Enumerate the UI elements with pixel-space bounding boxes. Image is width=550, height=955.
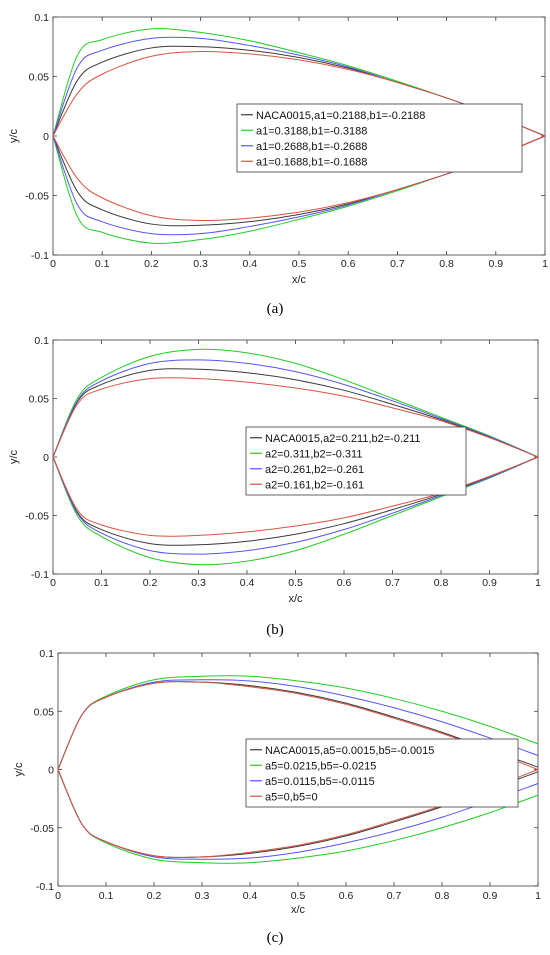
y-tick-label: 0.1 bbox=[34, 335, 49, 347]
legend-entry: a1=0.2688,b1=-0.2688 bbox=[256, 141, 367, 153]
x-tick-label: 0.7 bbox=[390, 258, 405, 270]
legend-entry: NACA0015,a1=0.2188,b1=-0.2188 bbox=[256, 110, 425, 122]
legend-box bbox=[236, 103, 523, 173]
series-upper-line bbox=[52, 368, 539, 458]
x-tick-label: 0.2 bbox=[143, 577, 158, 589]
chart-a-svg: 0 0.1 0.2 0.3 0.4 0.5 0.6 0.7 0.8 0.9 10.10.050-0.… bbox=[8, 12, 548, 286]
x-tick-label: 0.1 bbox=[99, 890, 114, 902]
x-tick-label: 0.6 bbox=[339, 890, 354, 902]
x-tick-label: 0.1 bbox=[95, 258, 110, 270]
y-tick-label: -0.05 bbox=[30, 823, 54, 835]
x-tick-label: 0.7 bbox=[387, 890, 402, 902]
x-tick-label: 0.1 bbox=[94, 577, 109, 589]
x-tick-label: 0.8 bbox=[439, 258, 454, 270]
chart-c-svg: 0 0.1 0.2 0.3 0.4 0.5 0.6 0.7 0.8 0.9 10.10.050-0.… bbox=[13, 648, 541, 916]
y-axis-label: y/c bbox=[8, 128, 20, 143]
x-tick-label: 0.7 bbox=[385, 577, 400, 589]
x-tick-label: 0.4 bbox=[243, 890, 258, 902]
y-tick-label: 0.05 bbox=[29, 72, 50, 84]
y-tick-label: -0.1 bbox=[31, 250, 49, 262]
x-tick-label: 0.3 bbox=[195, 890, 210, 902]
x-tick-label: 0.5 bbox=[291, 890, 306, 902]
y-tick-label: -0.1 bbox=[31, 569, 49, 581]
y-tick-label: 0.05 bbox=[34, 706, 55, 718]
x-tick-label: 0.3 bbox=[193, 258, 208, 270]
caption-a: (a) bbox=[266, 301, 284, 317]
x-tick-label: 0 bbox=[50, 577, 56, 589]
y-tick-label: 0.1 bbox=[39, 648, 54, 660]
x-tick-label: 0.9 bbox=[483, 890, 498, 902]
x-tick-label: 0.8 bbox=[435, 890, 450, 902]
legend-box bbox=[245, 426, 467, 496]
legend-entry: a1=0.3188,b1=-0.3188 bbox=[256, 125, 367, 137]
y-tick-label: 0 bbox=[43, 131, 49, 143]
chart-b-svg: 0 0.1 0.2 0.3 0.4 0.5 0.6 0.7 0.8 0.9 10.10.050-0.… bbox=[8, 335, 541, 605]
x-tick-label: 0.4 bbox=[242, 258, 257, 270]
x-axis-label: x/c bbox=[288, 593, 303, 605]
y-tick-label: -0.05 bbox=[25, 191, 49, 203]
x-tick-label: 0.2 bbox=[144, 258, 159, 270]
x-tick-label: 0.6 bbox=[337, 577, 352, 589]
legend-entry: NACA0015,a5=0.0015,b5=-0.0015 bbox=[265, 745, 434, 757]
x-axis-label: x/c bbox=[292, 274, 307, 286]
y-tick-label: 0.05 bbox=[29, 394, 50, 406]
legend-entry: a2=0.311,b2=-0.311 bbox=[265, 448, 362, 460]
x-tick-label: 1 bbox=[535, 890, 541, 902]
x-tick-label: 0.2 bbox=[147, 890, 162, 902]
series-upper-line bbox=[57, 675, 539, 770]
x-tick-label: 0.5 bbox=[288, 577, 303, 589]
series-lower-line bbox=[57, 769, 539, 864]
y-tick-label: -0.05 bbox=[25, 511, 49, 523]
y-tick-label: 0 bbox=[43, 452, 49, 464]
caption-c: (c) bbox=[266, 930, 284, 946]
legend-box bbox=[245, 738, 519, 808]
x-tick-label: 0.3 bbox=[191, 577, 206, 589]
x-tick-label: 1 bbox=[535, 577, 541, 589]
x-tick-label: 0 bbox=[55, 890, 61, 902]
legend-entry: a1=0.1688,b1=-0.1688 bbox=[256, 156, 367, 168]
y-tick-label: 0 bbox=[48, 765, 54, 777]
legend-entry: a5=0.0215,b5=-0.0215 bbox=[265, 760, 376, 772]
series-upper-line bbox=[52, 348, 539, 458]
series-upper-line bbox=[52, 377, 539, 458]
legend-entry: NACA0015,a2=0.211,b2=-0.211 bbox=[265, 433, 421, 445]
y-tick-label: -0.1 bbox=[36, 881, 54, 893]
x-tick-label: 0.8 bbox=[434, 577, 449, 589]
legend-entry: a5=0,b5=0 bbox=[265, 791, 318, 803]
legend-entry: a2=0.161,b2=-0.161 bbox=[265, 479, 364, 491]
series-upper-line bbox=[52, 50, 546, 137]
x-tick-label: 0.5 bbox=[292, 258, 307, 270]
series-upper-line bbox=[52, 359, 539, 458]
x-axis-label: x/c bbox=[291, 904, 306, 916]
x-tick-label: 1 bbox=[542, 258, 548, 270]
series-upper-line bbox=[57, 681, 539, 770]
chart-panel-c: 0 0.1 0.2 0.3 0.4 0.5 0.6 0.7 0.8 0.9 1 0.1 0.05 0 -0.… bbox=[0, 642, 550, 955]
chart-panel-b: 0 0.1 0.2 0.3 0.4 0.5 0.6 0.7 0.8 0.9 1 0.1 0.05 0 -0.… bbox=[0, 320, 550, 642]
y-axis-label: y/c bbox=[8, 449, 20, 464]
x-tick-label: 0.4 bbox=[240, 577, 255, 589]
chart-panel-a: 0 0.1 0.2 0.3 0.4 0.5 0.6 0.7 0.8 0.9 1 0.1 0.05 0 -0.… bbox=[0, 0, 550, 320]
legend-entry: a5=0.0115,b5=-0.0115 bbox=[265, 776, 375, 788]
x-tick-label: 0.6 bbox=[341, 258, 356, 270]
x-tick-label: 0.9 bbox=[482, 577, 497, 589]
y-axis-label: y/c bbox=[13, 762, 25, 777]
x-tick-label: 0.9 bbox=[488, 258, 503, 270]
legend-entry: a2=0.261,b2=-0.261 bbox=[265, 464, 364, 476]
caption-b: (b) bbox=[266, 622, 284, 638]
y-tick-label: 0.1 bbox=[34, 12, 49, 24]
x-tick-label: 0 bbox=[50, 258, 56, 270]
series-lower-line bbox=[52, 135, 546, 222]
